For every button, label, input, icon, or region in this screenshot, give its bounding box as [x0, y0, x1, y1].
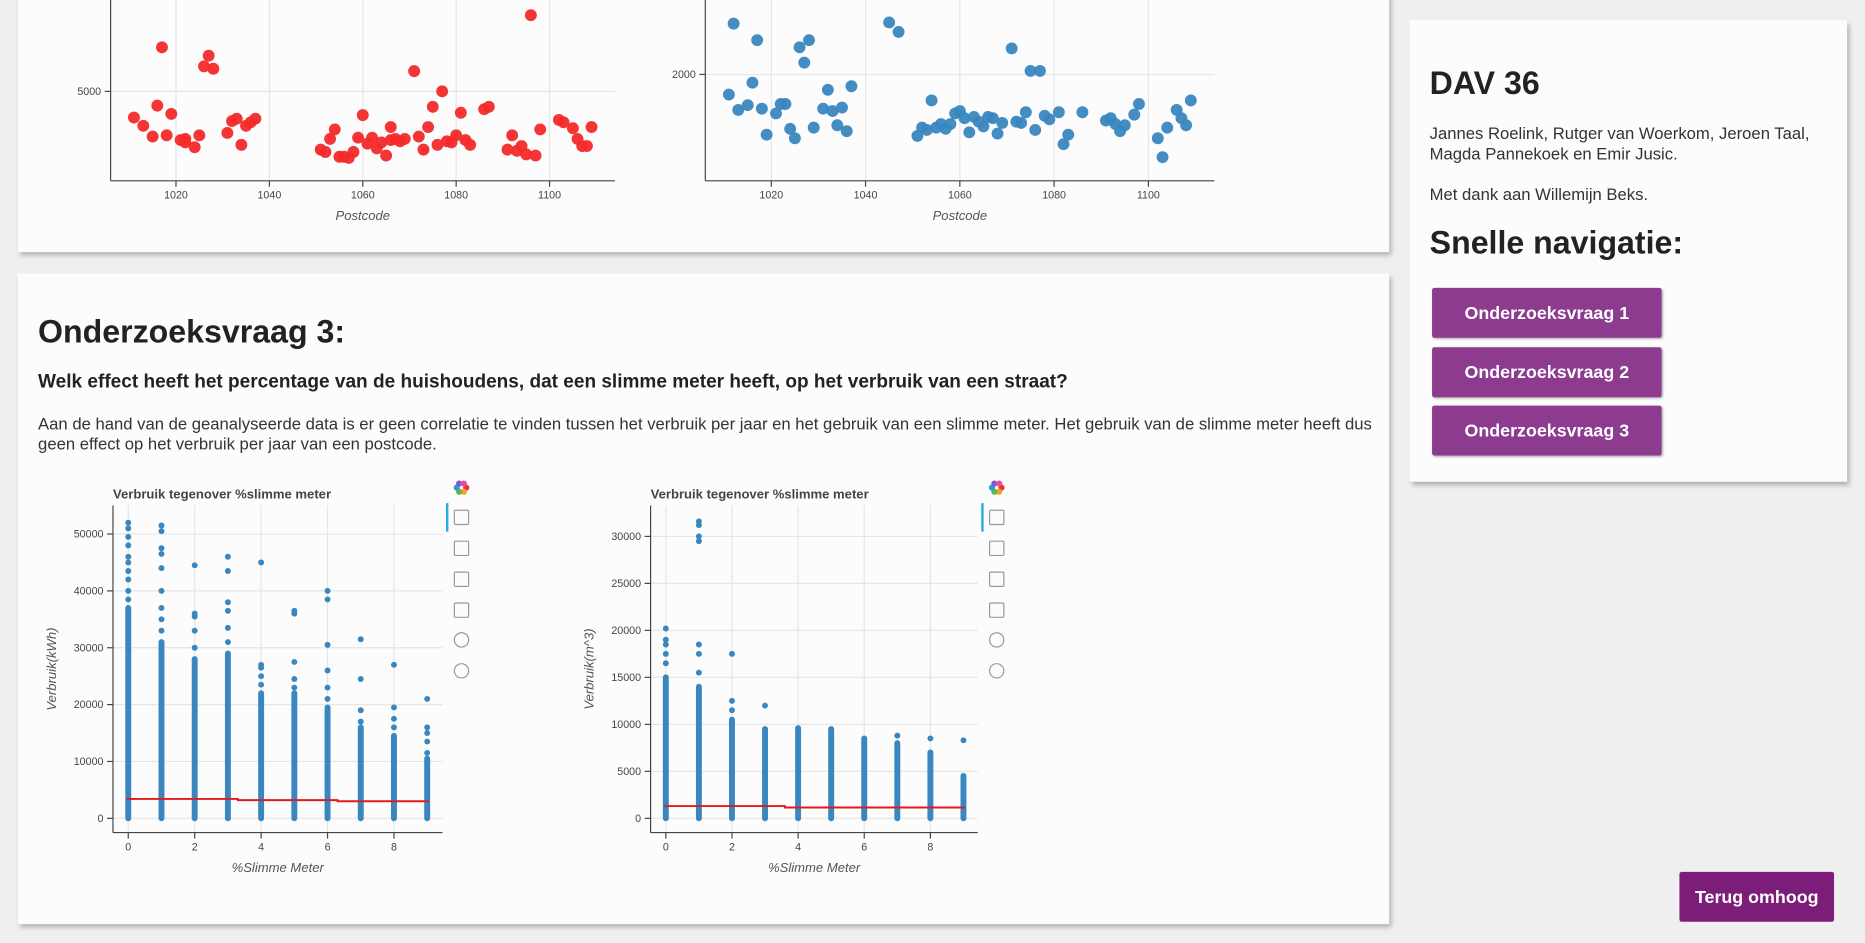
- section-title: Onderzoeksvraag 3:: [38, 314, 346, 350]
- nav-button[interactable]: Onderzoeksvraag 3: [1432, 405, 1662, 456]
- thanks: Met dank aan Willemijn Beks.: [1429, 184, 1649, 204]
- authors: Jannes Roelink, Rutger van Woerkom, Jero…: [1429, 123, 1810, 163]
- back-to-top-button[interactable]: Terug omhoog: [1679, 871, 1835, 922]
- section-card: Onderzoeksvraag 3: Welk effect heeft het…: [17, 273, 1390, 925]
- section-text: Aan de hand van de geanalyseerde data is…: [38, 413, 1372, 454]
- sidebar-title: DAV 36: [1429, 65, 1540, 102]
- top-card: [17, 0, 1390, 253]
- sidebar: DAV 36 Jannes Roelink, Rutger van Woerko…: [1409, 20, 1848, 482]
- section-question: Welk effect heeft het percentage van de …: [38, 372, 1068, 393]
- nav-button[interactable]: Onderzoeksvraag 1: [1432, 287, 1662, 338]
- nav-button[interactable]: Onderzoeksvraag 2: [1432, 347, 1662, 398]
- nav-title: Snelle navigatie:: [1429, 224, 1684, 261]
